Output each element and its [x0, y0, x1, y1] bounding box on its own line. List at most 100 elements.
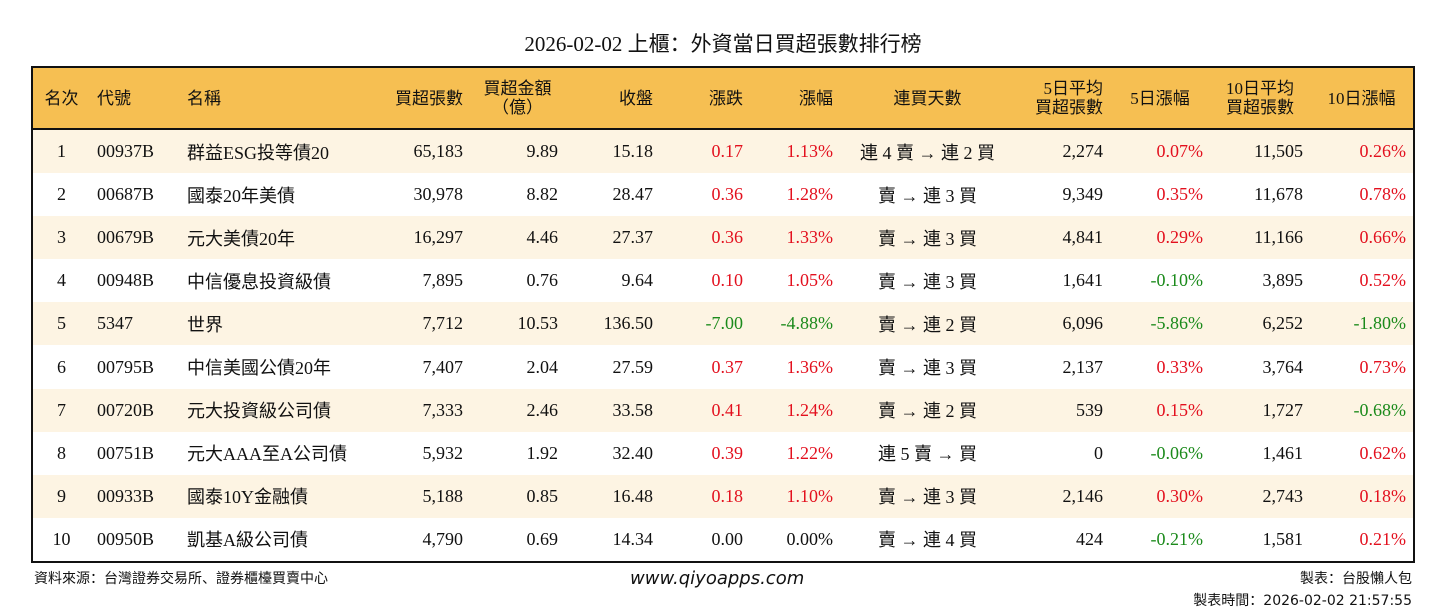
- cell-name: 元大AAA至A公司債: [187, 444, 347, 465]
- cell-pct5: 0.29%: [1156, 227, 1204, 248]
- cell-change: 0.36: [711, 184, 744, 205]
- cell-change: 0.17: [711, 141, 744, 162]
- cell-avg5-net-buy: 0: [1094, 442, 1103, 463]
- header-name: 名稱: [180, 67, 380, 130]
- cell-net-buy-amount: 0.76: [526, 270, 559, 291]
- cell-net-buy-lots: 7,712: [422, 313, 464, 334]
- cell-net-buy-lots: 16,297: [413, 227, 464, 248]
- cell-close: 136.50: [603, 313, 654, 334]
- cell-consecutive-days: 賣 → 連 3 買: [878, 358, 977, 379]
- table-row: 2 00687B 國泰20年美債 30,978 8.82 28.47 0.36 1.28% 賣 …: [32, 173, 1414, 216]
- cell-close: 14.34: [612, 528, 654, 549]
- cell-pct5: 0.30%: [1156, 485, 1204, 506]
- cell-rank: 2: [57, 184, 66, 205]
- header-avg5-net-buy: 5日平均 買超張數: [1015, 67, 1110, 130]
- cell-pct10: 0.18%: [1359, 485, 1407, 506]
- cell-avg10-net-buy: 3,895: [1262, 270, 1304, 291]
- cell-pct10: -1.80%: [1353, 313, 1407, 334]
- header-pct5: 5日漲幅: [1110, 67, 1210, 130]
- cell-net-buy-amount: 10.53: [517, 313, 559, 334]
- cell-change-pct: -4.88%: [780, 313, 834, 334]
- cell-pct10: 0.21%: [1359, 528, 1407, 549]
- cell-avg10-net-buy: 1,581: [1262, 528, 1304, 549]
- cell-pct10: 0.73%: [1359, 356, 1407, 377]
- cell-code: 00948B: [97, 270, 155, 291]
- cell-code: 00679B: [97, 227, 155, 248]
- cell-pct10: 0.66%: [1359, 227, 1407, 248]
- data-source: 資料來源：台灣證券交易所、證券櫃檯買賣中心: [34, 571, 328, 587]
- made-time: 製表時間：2026-02-02 21:57:55: [1193, 593, 1412, 609]
- cell-net-buy-lots: 30,978: [413, 184, 464, 205]
- cell-rank: 3: [57, 227, 66, 248]
- cell-name: 國泰10Y金融債: [187, 487, 308, 508]
- header-row: 名次 代號 名稱 買超張數 買超金額 （億） 收盤 漲跌 漲幅 連買天數 5日平均 買超張數 5日漲…: [32, 67, 1414, 130]
- cell-name: 世界: [187, 314, 223, 335]
- cell-code: 00687B: [97, 184, 155, 205]
- cell-pct10: 0.62%: [1359, 442, 1407, 463]
- table-row: 1 00937B 群益ESG投等債20 65,183 9.89 15.18 0.17 1.13…: [32, 129, 1414, 174]
- cell-consecutive-days: 賣 → 連 3 買: [878, 271, 977, 292]
- header-close: 收盤: [565, 67, 660, 130]
- cell-change-pct: 1.24%: [786, 399, 834, 420]
- cell-change-pct: 1.28%: [786, 184, 834, 205]
- header-net-buy-amount: 買超金額 （億）: [470, 67, 565, 130]
- header-rank: 名次: [32, 67, 90, 130]
- header-consecutive-days: 連買天數: [840, 67, 1015, 130]
- cell-change: 0.37: [711, 356, 744, 377]
- cell-change-pct: 1.36%: [786, 356, 834, 377]
- cell-name: 元大美債20年: [187, 228, 295, 249]
- cell-name: 國泰20年美債: [187, 185, 295, 206]
- cell-avg5-net-buy: 2,137: [1062, 356, 1104, 377]
- cell-avg5-net-buy: 539: [1076, 399, 1103, 420]
- cell-change-pct: 1.13%: [786, 141, 834, 162]
- cell-code: 00751B: [97, 442, 155, 463]
- cell-change: 0.10: [711, 270, 744, 291]
- cell-avg10-net-buy: 1,461: [1262, 442, 1304, 463]
- cell-name: 中信優息投資級債: [187, 271, 331, 292]
- cell-pct10: 0.26%: [1359, 141, 1407, 162]
- cell-change-pct: 1.33%: [786, 227, 834, 248]
- cell-pct5: -0.06%: [1150, 442, 1204, 463]
- header-pct10: 10日漲幅: [1310, 67, 1414, 130]
- cell-avg10-net-buy: 6,252: [1262, 313, 1304, 334]
- cell-pct5: 0.33%: [1156, 356, 1204, 377]
- cell-avg10-net-buy: 2,743: [1262, 485, 1304, 506]
- cell-change-pct: 1.10%: [786, 485, 834, 506]
- cell-avg10-net-buy: 1,727: [1262, 399, 1304, 420]
- cell-change: 0.39: [711, 442, 744, 463]
- cell-consecutive-days: 賣 → 連 2 買: [878, 314, 977, 335]
- table-row: 10 00950B 凱基A級公司債 4,790 0.69 14.34 0.00 0.00% 賣 …: [32, 518, 1414, 562]
- cell-close: 16.48: [612, 485, 654, 506]
- header-net-buy-lots: 買超張數: [380, 67, 470, 130]
- cell-consecutive-days: 賣 → 連 4 買: [878, 530, 977, 551]
- table-row: 6 00795B 中信美國公債20年 7,407 2.04 27.59 0.37 1.36% 賣…: [32, 345, 1414, 388]
- table-row: 5 5347 世界 7,712 10.53 136.50 -7.00 -4.88% 賣 → 連 …: [32, 302, 1414, 346]
- cell-rank: 5: [57, 313, 66, 334]
- cell-change: -7.00: [705, 313, 744, 334]
- cell-close: 33.58: [612, 399, 654, 420]
- cell-net-buy-lots: 7,895: [422, 270, 464, 291]
- cell-rank: 4: [57, 270, 66, 291]
- cell-consecutive-days: 賣 → 連 3 買: [878, 228, 977, 249]
- cell-avg5-net-buy: 1,641: [1062, 270, 1104, 291]
- cell-pct10: 0.78%: [1359, 184, 1407, 205]
- cell-net-buy-amount: 0.85: [526, 485, 559, 506]
- header-change-pct: 漲幅: [750, 67, 840, 130]
- cell-name: 元大投資級公司債: [187, 401, 331, 422]
- cell-avg10-net-buy: 3,764: [1262, 356, 1304, 377]
- table-row: 7 00720B 元大投資級公司債 7,333 2.46 33.58 0.41 1.24% 賣 …: [32, 388, 1414, 432]
- cell-rank: 1: [57, 141, 66, 162]
- cell-net-buy-lots: 7,407: [422, 356, 464, 377]
- cell-net-buy-lots: 5,188: [422, 485, 464, 506]
- cell-change-pct: 0.00%: [786, 528, 834, 549]
- cell-net-buy-amount: 8.82: [526, 184, 559, 205]
- cell-close: 32.40: [612, 442, 654, 463]
- cell-pct5: -5.86%: [1150, 313, 1204, 334]
- cell-rank: 10: [52, 528, 71, 549]
- cell-net-buy-amount: 4.46: [526, 227, 559, 248]
- ranking-table: 名次 代號 名稱 買超張數 買超金額 （億） 收盤 漲跌 漲幅 連買天數 5日平均 買超張數 5日漲…: [31, 66, 1415, 563]
- cell-consecutive-days: 賣 → 連 2 買: [878, 401, 977, 422]
- maker: 製表：台股懶人包: [1300, 571, 1412, 587]
- cell-net-buy-amount: 9.89: [526, 141, 559, 162]
- cell-pct5: -0.10%: [1150, 270, 1204, 291]
